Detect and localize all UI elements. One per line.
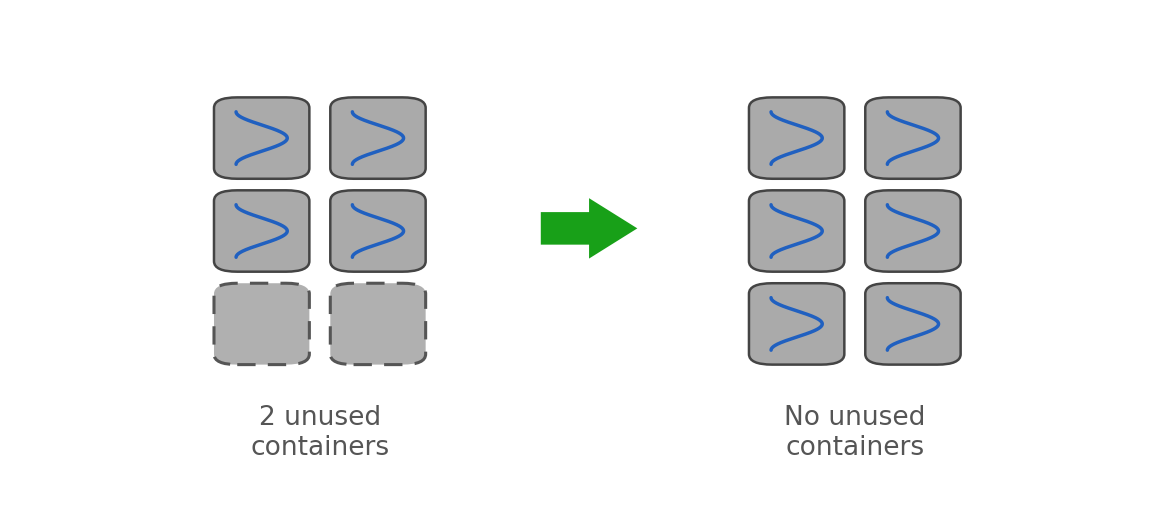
FancyBboxPatch shape xyxy=(865,190,961,272)
FancyBboxPatch shape xyxy=(330,98,426,178)
Polygon shape xyxy=(541,198,637,259)
FancyBboxPatch shape xyxy=(865,98,961,178)
FancyBboxPatch shape xyxy=(330,190,426,272)
FancyBboxPatch shape xyxy=(749,98,844,178)
FancyBboxPatch shape xyxy=(214,98,309,178)
FancyBboxPatch shape xyxy=(214,190,309,272)
FancyBboxPatch shape xyxy=(865,284,961,364)
Text: No unused
containers: No unused containers xyxy=(784,405,926,461)
FancyBboxPatch shape xyxy=(749,284,844,364)
Text: 2 unused
containers: 2 unused containers xyxy=(250,405,390,461)
FancyBboxPatch shape xyxy=(749,190,844,272)
FancyBboxPatch shape xyxy=(214,284,309,364)
FancyBboxPatch shape xyxy=(330,284,426,364)
